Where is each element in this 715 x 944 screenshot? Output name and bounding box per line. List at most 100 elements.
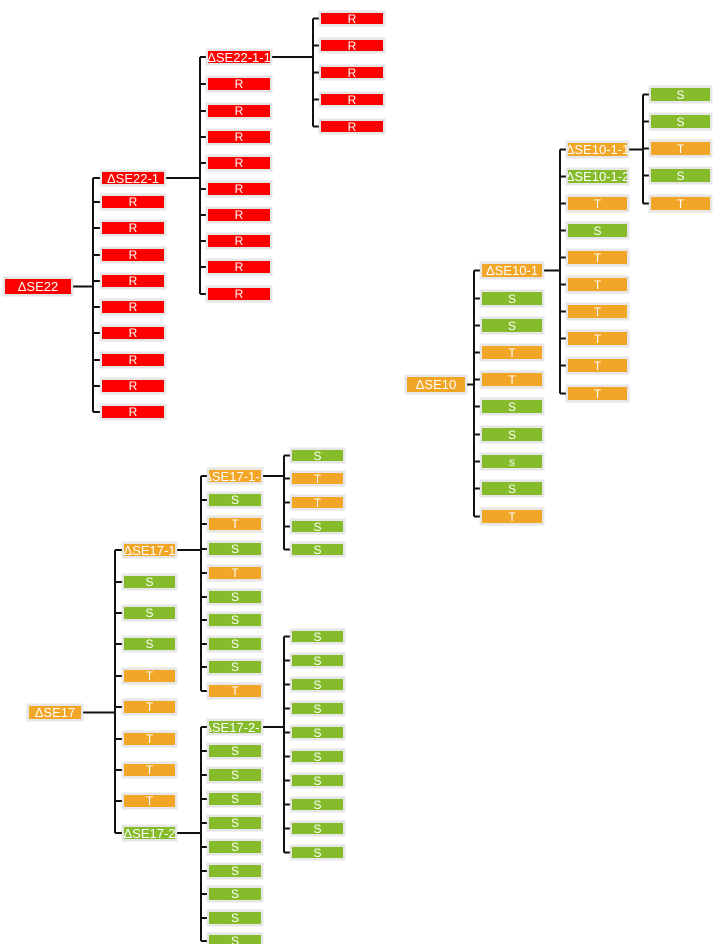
- leaf-node-s: S: [207, 541, 263, 557]
- leaf-node-t: T: [122, 762, 177, 778]
- leaf-node-s: S: [207, 863, 263, 879]
- leaf-node-r: R: [100, 325, 166, 341]
- leaf-node-t: T: [566, 276, 629, 293]
- node-delta-se10-1: ΔSE10-1: [480, 262, 544, 279]
- node-delta-se10-1-1: ΔSE10-1-1: [566, 141, 629, 158]
- node-delta-se22-1-1: ΔSE22-1-1: [206, 49, 272, 65]
- leaf-node-t: T: [480, 344, 544, 361]
- leaf-node-s: S: [290, 629, 345, 644]
- leaf-node-s: S: [290, 653, 345, 668]
- leaf-node-s: S: [207, 910, 263, 926]
- node-delta-se17: ΔSE17: [27, 704, 83, 721]
- leaf-node-r: R: [100, 352, 166, 368]
- leaf-node-r: R: [100, 247, 166, 263]
- leaf-node-s: S: [290, 725, 345, 740]
- leaf-node-t: T: [480, 508, 544, 525]
- leaf-node-r: R: [319, 65, 385, 80]
- leaf-node-t: T: [290, 495, 345, 510]
- leaf-node-r: R: [206, 76, 272, 92]
- leaf-node-t: T: [480, 371, 544, 388]
- leaf-node-s: S: [207, 636, 263, 652]
- leaf-node-t: T: [566, 330, 629, 347]
- leaf-node-r: R: [206, 286, 272, 302]
- leaf-node-r: R: [319, 119, 385, 134]
- leaf-node-s: S: [290, 519, 345, 534]
- leaf-node-s: S: [649, 167, 712, 184]
- leaf-node-t: T: [207, 516, 263, 532]
- leaf-node-s: S: [290, 448, 345, 463]
- leaf-node-t: T: [122, 731, 177, 747]
- node-delta-se22-1: ΔSE22-1: [100, 170, 166, 186]
- leaf-node-s: S: [480, 290, 544, 307]
- node-delta-se17-1-1: ΔSE17-1-1: [207, 468, 263, 484]
- leaf-node-s: S: [207, 659, 263, 675]
- leaf-node-s: S: [290, 845, 345, 860]
- leaf-node-r: R: [206, 129, 272, 145]
- node-delta-se17-2-1: ΔSE17-2-1: [207, 719, 263, 735]
- node-delta-se17-2: ΔSE17-2: [122, 825, 177, 841]
- leaf-node-r: R: [206, 181, 272, 197]
- leaf-node-s: S: [290, 701, 345, 716]
- leaf-node-s: S: [290, 677, 345, 692]
- leaf-node-r: R: [206, 259, 272, 275]
- leaf-node-t: T: [649, 195, 712, 212]
- leaf-node-s: S: [290, 749, 345, 764]
- leaf-node-s: S: [649, 113, 712, 130]
- leaf-node-t: T: [207, 565, 263, 581]
- leaf-node-s: S: [207, 815, 263, 831]
- leaf-node-r: R: [100, 404, 166, 420]
- leaf-node-s: S: [207, 933, 263, 944]
- leaf-node-t: T: [566, 357, 629, 374]
- leaf-node-t: T: [122, 793, 177, 809]
- leaf-node-s: S: [207, 612, 263, 628]
- leaf-node-t: T: [290, 471, 345, 486]
- leaf-node-r: R: [100, 220, 166, 236]
- leaf-node-r: R: [206, 233, 272, 249]
- leaf-node-s: S: [207, 839, 263, 855]
- leaf-node-t: T: [122, 699, 177, 715]
- leaf-node-s: S: [480, 480, 544, 497]
- leaf-node-s: S: [122, 574, 177, 590]
- leaf-node-s: S: [207, 767, 263, 783]
- leaf-node-s: S: [207, 791, 263, 807]
- leaf-node-r: R: [100, 378, 166, 394]
- node-delta-se17-1: ΔSE17-1: [122, 542, 177, 558]
- leaf-node-r: R: [206, 155, 272, 171]
- leaf-node-r: R: [319, 11, 385, 26]
- leaf-node-r: R: [319, 38, 385, 53]
- leaf-node-r: R: [319, 92, 385, 107]
- leaf-node-s: S: [480, 398, 544, 415]
- leaf-node-s: S: [480, 426, 544, 443]
- leaf-node-r: R: [100, 273, 166, 289]
- leaf-node-s: S: [649, 86, 712, 103]
- leaf-node-s: S: [122, 636, 177, 652]
- node-delta-se10: ΔSE10: [405, 375, 467, 394]
- leaf-node-t: T: [207, 683, 263, 699]
- leaf-node-t: T: [566, 249, 629, 266]
- leaf-node-r: R: [100, 299, 166, 315]
- leaf-node-s: S: [290, 773, 345, 788]
- leaf-node-t: T: [122, 668, 177, 684]
- leaf-node-t: T: [649, 140, 712, 157]
- node-delta-se10-1-2: ΔSE10-1-2: [566, 168, 629, 185]
- leaf-node-s: s: [480, 453, 544, 470]
- leaf-node-t: T: [566, 303, 629, 320]
- leaf-node-s: S: [290, 542, 345, 557]
- leaf-node-s: S: [290, 821, 345, 836]
- leaf-node-s: S: [480, 317, 544, 334]
- leaf-node-t: T: [566, 195, 629, 212]
- leaf-node-s: S: [207, 589, 263, 605]
- leaf-node-r: R: [206, 207, 272, 223]
- leaf-node-s: S: [207, 886, 263, 902]
- leaf-node-r: R: [206, 103, 272, 119]
- leaf-node-s: S: [566, 222, 629, 239]
- leaf-node-r: R: [100, 194, 166, 210]
- leaf-node-s: S: [207, 492, 263, 508]
- leaf-node-s: S: [207, 743, 263, 759]
- leaf-node-s: S: [290, 797, 345, 812]
- leaf-node-t: T: [566, 385, 629, 402]
- node-delta-se22: ΔSE22: [3, 277, 73, 296]
- leaf-node-s: S: [122, 605, 177, 621]
